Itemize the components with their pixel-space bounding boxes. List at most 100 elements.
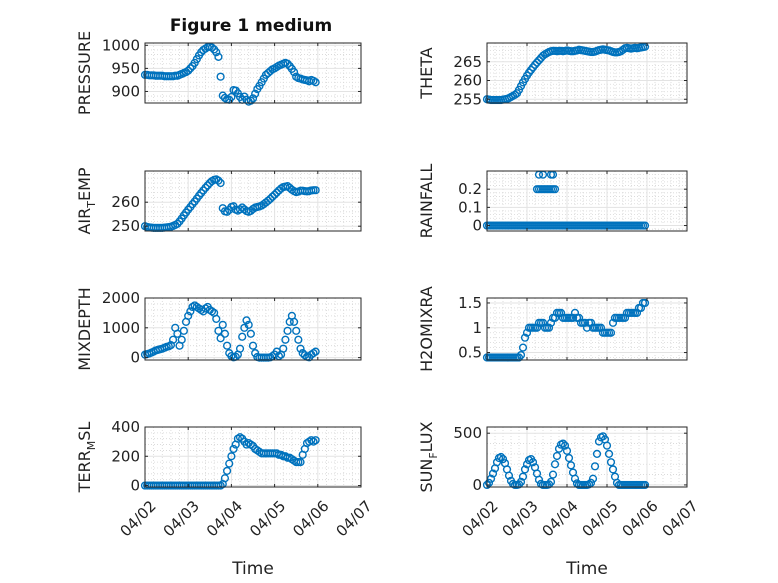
data-point: [222, 207, 232, 216]
data-point: [179, 326, 188, 335]
y-axis-label: MIXDEPTH: [75, 287, 94, 370]
y-tick-label: 265: [453, 53, 482, 71]
data-point: [246, 96, 255, 105]
data-point: [173, 219, 182, 228]
data-point: [311, 78, 320, 87]
y-tick-label: 1000: [102, 319, 140, 337]
x-tick-label: 04/03: [498, 497, 541, 540]
data-point: [640, 480, 650, 490]
y-tick-label: 260: [111, 193, 140, 211]
data-point: [220, 474, 230, 483]
y-axis-label: SUNFLUX: [417, 421, 440, 492]
plot-area: [487, 427, 687, 487]
y-axis-label-main: RAINFALL: [417, 164, 436, 239]
data-point: [530, 60, 540, 69]
data-point: [608, 318, 618, 327]
data-point: [520, 333, 530, 342]
data-point: [522, 328, 532, 337]
y-axis-label-main: AIR: [75, 208, 94, 235]
data-point: [496, 452, 506, 462]
data-point: [608, 465, 618, 474]
data-point: [620, 313, 630, 322]
series-markers: [140, 433, 320, 490]
y-axis-label-subscript: M: [85, 441, 98, 451]
data-point: [270, 190, 279, 199]
y-axis-label-tail: LUX: [417, 421, 436, 452]
data-point: [516, 350, 526, 360]
data-point: [283, 326, 292, 335]
y-axis-label-tail: EMP: [75, 167, 94, 201]
y-axis-label-main: THETA: [417, 47, 436, 99]
data-point: [570, 474, 580, 483]
data-point: [281, 335, 290, 344]
x-tick-label: 04/02: [458, 497, 501, 540]
axes-box: [486, 426, 688, 488]
axes-box: [144, 42, 362, 104]
series-markers: [140, 42, 320, 106]
data-point: [244, 320, 253, 329]
data-point: [177, 335, 186, 344]
data-point: [229, 444, 238, 454]
data-point: [248, 341, 258, 350]
y-axis-label: PRESSURE: [75, 31, 94, 115]
y-tick-label: 900: [111, 82, 140, 100]
data-point: [289, 317, 299, 326]
y-tick-label: 0.2: [458, 180, 482, 198]
data-point: [484, 478, 494, 487]
axes-box: [144, 297, 362, 361]
axes-box: [486, 42, 688, 104]
data-point: [588, 474, 598, 483]
axes-box: [486, 170, 688, 232]
data-point: [184, 66, 193, 75]
data-point: [580, 318, 590, 327]
y-axis-label-subscript: T: [85, 201, 98, 209]
y-tick-label: 0: [472, 476, 482, 494]
data-point: [272, 188, 281, 197]
data-point: [640, 221, 650, 230]
data-point: [640, 298, 650, 308]
data-point: [296, 344, 305, 353]
subplot-pressure: 900 950 1000 PRESSURE: [75, 31, 362, 115]
data-point: [222, 341, 232, 350]
data-point: [504, 471, 514, 480]
data-point: [498, 454, 508, 464]
x-tick-label: 04/05: [578, 497, 621, 540]
data-point: [538, 318, 548, 327]
x-tick-label: 04/06: [289, 497, 332, 540]
series-markers: [482, 42, 650, 105]
data-point: [289, 67, 299, 77]
plot-area: [145, 427, 361, 487]
data-point: [510, 90, 520, 99]
data-point: [546, 318, 556, 327]
data-point: [566, 461, 576, 470]
data-point: [279, 344, 288, 353]
data-point: [214, 326, 223, 335]
data-point: [283, 59, 292, 68]
y-axis-label: H2OMIXRA: [417, 286, 436, 372]
data-point: [550, 313, 560, 322]
data-point: [636, 303, 646, 313]
data-point: [216, 72, 225, 81]
x-tick-label: 04/04: [203, 497, 246, 540]
data-point: [203, 181, 212, 190]
data-point: [186, 64, 195, 73]
data-point: [216, 334, 225, 343]
y-tick-label: 1000: [102, 36, 140, 54]
subplot-air_temp: 250 260 AIRTEMP: [75, 167, 362, 235]
data-point: [534, 56, 544, 65]
data-point: [518, 472, 528, 481]
data-point: [516, 477, 526, 486]
data-point: [184, 311, 193, 320]
subplot-h2omixra: 0.5 1 1.5 H2OMIXRA: [417, 286, 688, 372]
data-point: [311, 436, 320, 445]
subplot-rainfall: 00.10.2 RAINFALL: [417, 164, 688, 239]
y-tick-label: 0.5: [458, 344, 482, 362]
data-point: [544, 323, 554, 332]
data-point: [546, 477, 556, 486]
y-axis-label-main: SUN: [417, 459, 436, 493]
data-point: [586, 478, 596, 487]
y-axis-label: TERRMSL: [75, 422, 98, 494]
